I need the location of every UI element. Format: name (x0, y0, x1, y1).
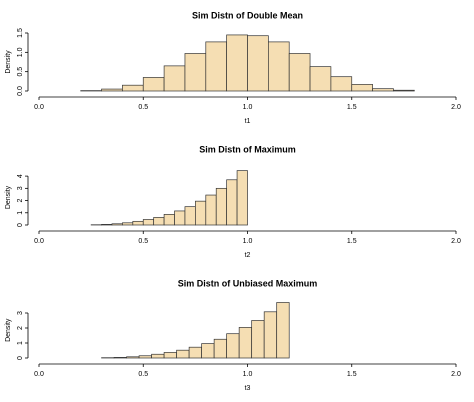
bar (174, 210, 186, 226)
y-tick-label: 1 (17, 211, 24, 215)
x-tick-label: 2.0 (451, 371, 461, 378)
y-tick-label: 0 (17, 356, 24, 360)
y-tick-label: 1.5 (17, 28, 24, 38)
bar (151, 353, 165, 359)
bar (142, 219, 155, 226)
bar (251, 320, 265, 359)
chart-title: Sim Distn of Maximum (199, 144, 296, 154)
y-tick-label: 1 (17, 341, 24, 345)
x-tick-label: 0.5 (138, 371, 148, 378)
y-tick-label: 3 (17, 186, 24, 190)
bar (163, 214, 175, 226)
bar (113, 357, 127, 359)
bar (163, 65, 186, 92)
bar (153, 217, 165, 226)
bar (176, 349, 190, 359)
y-tick-label: 1.0 (17, 47, 24, 57)
y-axis-label: Density (5, 50, 12, 74)
bar (268, 41, 290, 92)
chart-title: Sim Distn of Double Mean (192, 10, 303, 20)
y-tick-label: 0.5 (17, 67, 24, 77)
x-axis-label: t1 (245, 118, 251, 125)
bar (215, 187, 228, 226)
x-tick-label: 0.5 (138, 238, 148, 245)
bar (101, 88, 123, 92)
bar (309, 66, 332, 92)
x-tick-label: 1.5 (347, 238, 357, 245)
x-tick-label: 2.0 (451, 104, 461, 111)
x-tick-label: 1.5 (347, 371, 357, 378)
bar (288, 53, 311, 92)
bar (122, 222, 134, 226)
bar (142, 77, 165, 92)
bar (138, 355, 152, 359)
x-tick-label: 2.0 (451, 238, 461, 245)
bar (122, 84, 144, 92)
x-axis-label: t3 (245, 385, 251, 392)
bar (263, 311, 278, 359)
y-axis-label: Density (5, 185, 12, 209)
bar (205, 194, 217, 226)
bar (330, 76, 353, 92)
bar (213, 338, 227, 359)
y-tick-label: 0 (17, 223, 24, 227)
bar (163, 352, 177, 359)
y-tick-label: 0.0 (17, 86, 24, 96)
bar (188, 346, 202, 359)
bar (247, 35, 269, 92)
bar (351, 84, 373, 92)
bar (101, 224, 113, 226)
bar (184, 206, 196, 226)
bar (184, 53, 207, 92)
y-axis-label: Density (5, 318, 12, 342)
bar (132, 220, 144, 226)
bar (238, 327, 253, 359)
bar (111, 223, 123, 226)
bar (236, 170, 248, 226)
x-tick-label: 1.0 (243, 238, 253, 245)
x-tick-label: 0.0 (34, 104, 44, 111)
bar (372, 88, 394, 92)
bar (201, 343, 215, 359)
bar (276, 302, 290, 359)
bar (226, 179, 238, 226)
x-tick-label: 0.0 (34, 371, 44, 378)
bar (393, 89, 415, 92)
bar (126, 356, 140, 359)
bar (226, 333, 240, 359)
x-tick-label: 0.5 (138, 104, 148, 111)
y-tick-label: 2 (17, 199, 24, 203)
y-tick-label: 3 (17, 311, 24, 315)
bar (205, 41, 228, 92)
y-tick-label: 4 (17, 174, 24, 178)
x-tick-label: 1.0 (243, 371, 253, 378)
y-tick-label: 2 (17, 326, 24, 330)
x-tick-label: 0.0 (34, 238, 44, 245)
chart-title: Sim Distn of Unbiased Maximum (178, 278, 318, 288)
bar (195, 200, 207, 226)
x-tick-label: 1.0 (243, 104, 253, 111)
x-tick-label: 1.5 (347, 104, 357, 111)
x-axis-label: t2 (245, 252, 251, 259)
bar (226, 34, 248, 92)
